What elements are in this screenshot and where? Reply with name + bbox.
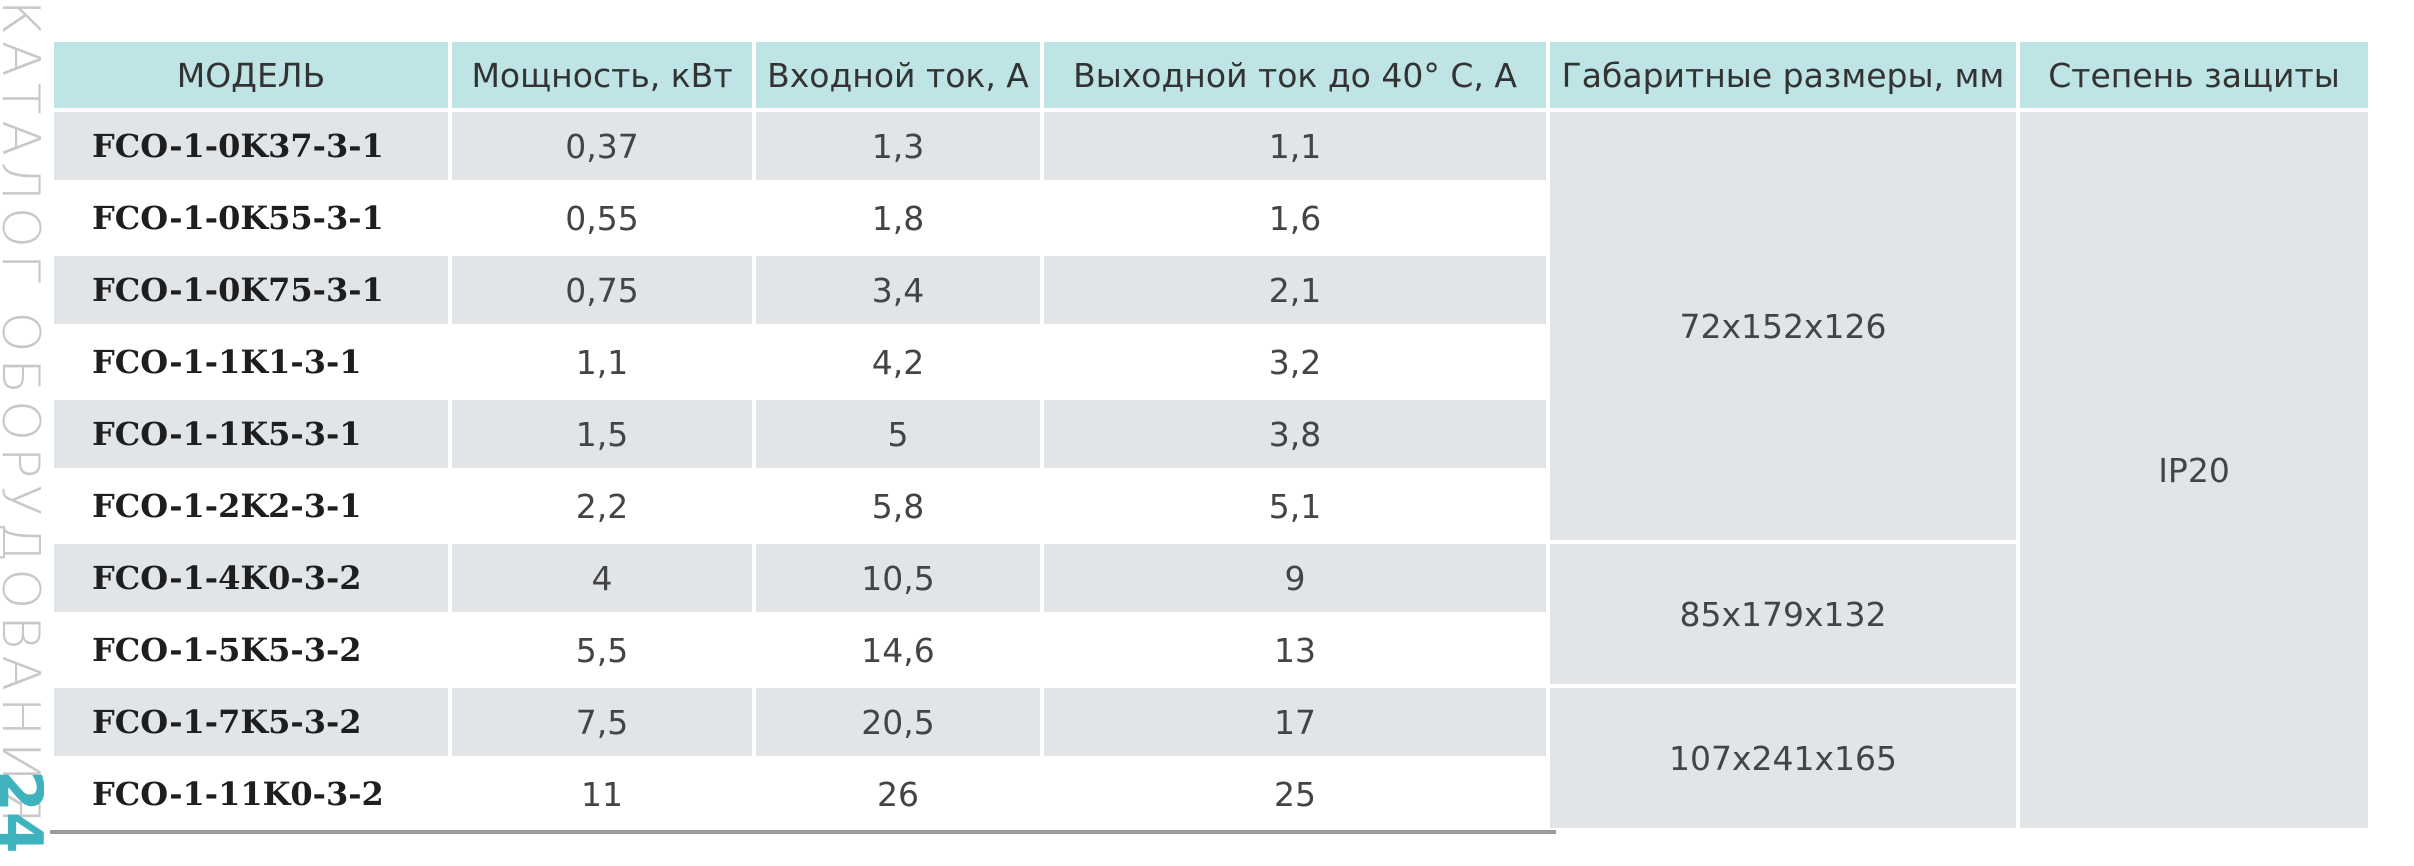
table-bottom-rule [50, 830, 1556, 834]
input-current-cell: 20,5 [756, 688, 1040, 756]
power-cell: 1,5 [452, 400, 752, 468]
power-cell: 11 [452, 760, 752, 828]
header-protection: Степень защиты [2020, 42, 2368, 108]
table-row: FCO-1-7K5-3-2 7,5 20,5 17 107x241x165 [54, 688, 2368, 828]
model-cell: FCO-1-4K0-3-2 [54, 544, 448, 612]
dimensions-cell: 85x179x132 [1550, 544, 2016, 684]
input-current-cell: 14,6 [756, 616, 1040, 684]
input-current-cell: 3,4 [756, 256, 1040, 324]
output-current-cell: 9 [1044, 544, 1546, 612]
output-current-cell: 2,1 [1044, 256, 1546, 324]
dimensions-cell: 72x152x126 [1550, 112, 2016, 540]
model-cell: FCO-1-2K2-3-1 [54, 472, 448, 540]
power-cell: 0,55 [452, 184, 752, 252]
model-cell: FCO-1-11K0-3-2 [54, 760, 448, 828]
output-current-cell: 17 [1044, 688, 1546, 756]
header-dimensions: Габаритные размеры, мм [1550, 42, 2016, 108]
header-model: МОДЕЛЬ [54, 42, 448, 108]
output-current-cell: 25 [1044, 760, 1546, 828]
power-cell: 0,75 [452, 256, 752, 324]
model-cell: FCO-1-5K5-3-2 [54, 616, 448, 684]
table-row: FCO-1-0K75-3-1 0,75 3,4 2,1 [54, 256, 2368, 324]
model-cell: FCO-1-1K1-3-1 [54, 328, 448, 396]
power-cell: 0,37 [452, 112, 752, 180]
table-row: FCO-1-0K55-3-1 0,55 1,8 1,6 [54, 184, 2368, 252]
table-row: FCO-1-0K37-3-1 0,37 1,3 1,1 72x152x126 I… [54, 112, 2368, 828]
table-row: FCO-1-5K5-3-2 5,5 14,6 13 [54, 616, 2368, 684]
output-current-cell: 1,1 [1044, 112, 1546, 180]
table-row: FCO-1-11K0-3-2 11 26 25 [54, 760, 2368, 828]
header-output-current: Выходной ток до 40° С, А [1044, 42, 1546, 108]
output-current-cell: 3,8 [1044, 400, 1546, 468]
output-current-cell: 3,2 [1044, 328, 1546, 396]
output-current-cell: 13 [1044, 616, 1546, 684]
model-cell: FCO-1-0K55-3-1 [54, 184, 448, 252]
input-current-cell: 5,8 [756, 472, 1040, 540]
input-current-cell: 10,5 [756, 544, 1040, 612]
catalog-caption: КАТАЛОГ ОБОРУДОВАНИЯ [0, 0, 44, 830]
power-cell: 1,1 [452, 328, 752, 396]
protection-cell: IP20 [2020, 112, 2368, 828]
header-power: Мощность, кВт [452, 42, 752, 108]
table-header-row: МОДЕЛЬ Мощность, кВт Входной ток, А Выхо… [54, 42, 2368, 108]
power-cell: 7,5 [452, 688, 752, 756]
dimensions-cell: 107x241x165 [1550, 688, 2016, 828]
output-current-cell: 5,1 [1044, 472, 1546, 540]
table-row: FCO-1-4K0-3-2 4 10,5 9 85x179x132 [54, 544, 2368, 684]
table-row: FCO-1-2K2-3-1 2,2 5,8 5,1 [54, 472, 2368, 540]
header-input-current: Входной ток, А [756, 42, 1040, 108]
page-number: 24 [0, 770, 44, 854]
input-current-cell: 1,8 [756, 184, 1040, 252]
model-cell: FCO-1-7K5-3-2 [54, 688, 448, 756]
power-cell: 5,5 [452, 616, 752, 684]
input-current-cell: 5 [756, 400, 1040, 468]
output-current-cell: 1,6 [1044, 184, 1546, 252]
side-caption: КАТАЛОГ ОБОРУДОВАНИЯ 24 [0, 0, 44, 866]
model-cell: FCO-1-1K5-3-1 [54, 400, 448, 468]
input-current-cell: 4,2 [756, 328, 1040, 396]
power-cell: 4 [452, 544, 752, 612]
input-current-cell: 26 [756, 760, 1040, 828]
input-current-cell: 1,3 [756, 112, 1040, 180]
spec-table: МОДЕЛЬ Мощность, кВт Входной ток, А Выхо… [50, 38, 2372, 832]
model-cell: FCO-1-0K37-3-1 [54, 112, 448, 180]
power-cell: 2,2 [452, 472, 752, 540]
table-row: FCO-1-1K1-3-1 1,1 4,2 3,2 [54, 328, 2368, 396]
model-cell: FCO-1-0K75-3-1 [54, 256, 448, 324]
table-row: FCO-1-1K5-3-1 1,5 5 3,8 [54, 400, 2368, 468]
